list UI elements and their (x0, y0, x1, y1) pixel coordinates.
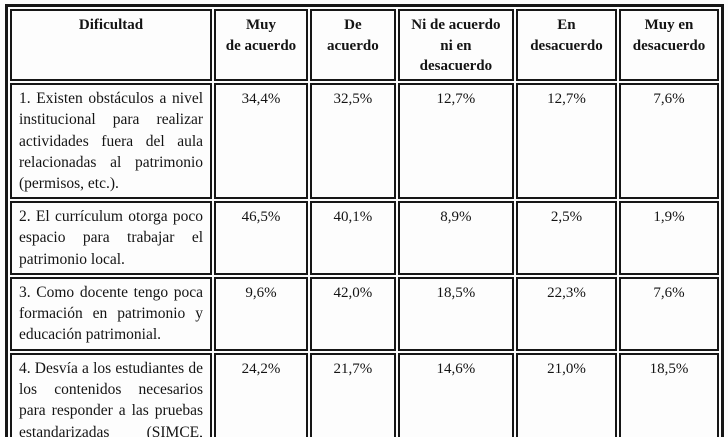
column-header-dificultad: Dificultad (10, 9, 213, 82)
cell-value: 9,6% (214, 276, 308, 351)
cell-value: 24,2% (214, 352, 308, 437)
column-header-ni-acuerdo-ni-desacuerdo: Ni de acuerdo ni en desacuerdo (397, 9, 514, 82)
table-row-1: 1. Existen obstáculos a nivel institucio… (10, 83, 719, 200)
cell-value: 34,4% (214, 83, 308, 200)
cell-value: 46,5% (214, 201, 308, 275)
cell-value: 40,1% (309, 201, 396, 275)
cell-value: 1,9% (618, 201, 719, 275)
cell-value: 21,7% (309, 352, 396, 437)
header-row: Dificultad Muy de acuerdo De acuerdo Ni … (10, 9, 719, 82)
row-label: 1. Existen obstáculos a nivel institucio… (10, 83, 213, 200)
cell-value: 21,0% (515, 352, 617, 437)
table-row-4: 4. Desvía a los estudiantes de los conte… (10, 352, 719, 437)
column-header-en-desacuerdo: En desacuerdo (515, 9, 617, 82)
cell-value: 7,6% (618, 276, 719, 351)
table-row-3: 3. Como docente tengo poca formación en … (10, 276, 719, 351)
cell-value: 18,5% (618, 352, 719, 437)
row-label: 4. Desvía a los estudiantes de los conte… (10, 352, 213, 437)
cell-value: 14,6% (397, 352, 514, 437)
cell-value: 32,5% (309, 83, 396, 200)
row-label: 3. Como docente tengo poca formación en … (10, 276, 213, 351)
cell-value: 8,9% (397, 201, 514, 275)
column-header-de-acuerdo: De acuerdo (309, 9, 396, 82)
row-label: 2. El currículum otorga poco espacio par… (10, 201, 213, 275)
cell-value: 22,3% (515, 276, 617, 351)
column-header-muy-en-desacuerdo: Muy en desacuerdo (618, 9, 719, 82)
table-row-2: 2. El currículum otorga poco espacio par… (10, 201, 719, 275)
cell-value: 18,5% (397, 276, 514, 351)
difficulty-survey-table: Dificultad Muy de acuerdo De acuerdo Ni … (5, 4, 724, 437)
cell-value: 12,7% (515, 83, 617, 200)
cell-value: 7,6% (618, 83, 719, 200)
cell-value: 42,0% (309, 276, 396, 351)
column-header-muy-de-acuerdo: Muy de acuerdo (214, 9, 308, 82)
cell-value: 2,5% (515, 201, 617, 275)
cell-value: 12,7% (397, 83, 514, 200)
